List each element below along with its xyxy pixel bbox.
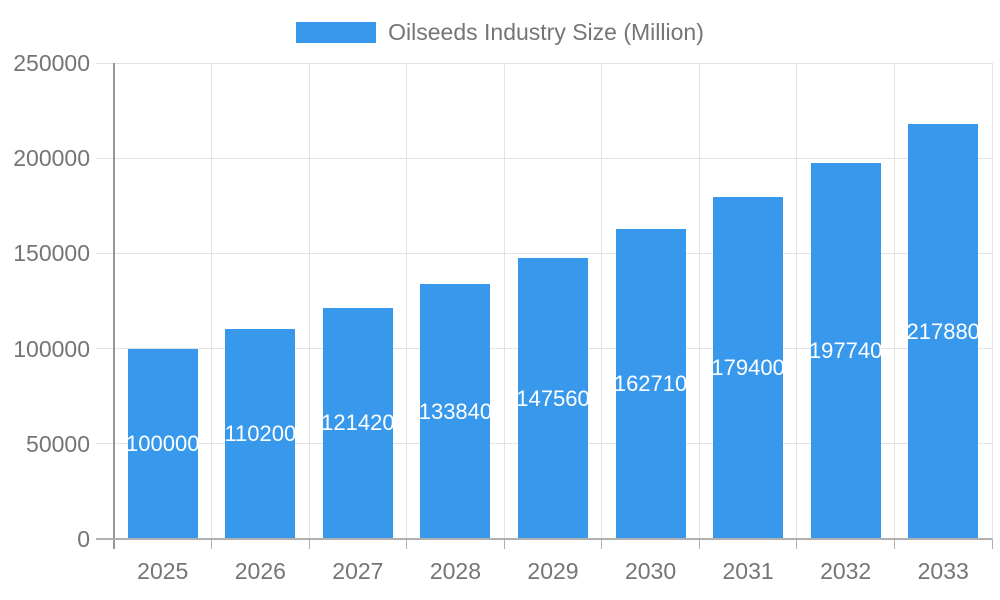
legend-label: Oilseeds Industry Size (Million) <box>388 19 704 45</box>
x-tick-mark <box>601 539 603 549</box>
x-axis-tick-label: 2027 <box>332 558 384 584</box>
x-gridline <box>503 63 505 539</box>
x-axis-tick-label: 2028 <box>429 558 482 584</box>
bar[interactable]: 162710 <box>615 229 686 539</box>
x-gridline <box>991 63 993 539</box>
bar-value-label: 100000 <box>127 430 198 456</box>
x-tick-mark <box>503 539 505 549</box>
bar-value-label: 121420 <box>322 410 393 436</box>
bar-value-label: 110200 <box>225 421 296 447</box>
bar-value-label: 147560 <box>518 385 588 411</box>
legend-color-swatch <box>296 22 377 43</box>
bar-value-label: 179400 <box>713 355 784 381</box>
x-tick-mark <box>308 539 310 549</box>
y-tick-mark <box>96 62 114 64</box>
bar-value-label: 217880 <box>908 318 979 344</box>
bar[interactable]: 100000 <box>127 348 198 539</box>
x-axis-tick-label: 2029 <box>527 558 579 584</box>
x-gridline <box>406 63 408 539</box>
x-axis-tick-label: 2025 <box>137 558 189 584</box>
y-tick-mark <box>96 157 114 159</box>
y-axis-tick-label: 0 <box>77 526 90 552</box>
x-axis-tick-label: 2031 <box>722 558 774 584</box>
x-gridline <box>698 63 700 539</box>
y-axis-tick-label: 150000 <box>13 240 90 267</box>
x-tick-mark <box>893 539 895 549</box>
y-tick-mark <box>96 348 114 350</box>
y-tick-mark <box>96 252 114 254</box>
bar[interactable]: 121420 <box>322 307 393 539</box>
y-axis-tick-label: 250000 <box>13 50 90 76</box>
x-tick-mark <box>698 539 700 549</box>
bar[interactable]: 133840 <box>420 284 491 539</box>
x-tick-mark <box>211 539 213 549</box>
y-axis-tick-label: 200000 <box>13 145 90 172</box>
x-tick-mark <box>796 539 798 549</box>
x-gridline <box>211 63 213 539</box>
x-gridline <box>601 63 603 539</box>
y-tick-mark <box>96 443 114 445</box>
bar[interactable]: 179400 <box>713 197 784 539</box>
x-gridline <box>796 63 798 539</box>
y-axis-tick-label: 100000 <box>13 335 90 362</box>
legend[interactable]: Oilseeds Industry Size (Million) <box>0 20 1000 45</box>
bar-value-label: 197740 <box>810 337 881 363</box>
bar-value-label: 162710 <box>615 371 686 397</box>
y-gridline <box>114 157 992 159</box>
x-axis-tick-label: 2032 <box>820 558 872 584</box>
y-axis-tick-label: 50000 <box>26 430 90 457</box>
bar[interactable]: 217880 <box>908 124 979 539</box>
bar-value-label: 133840 <box>420 398 491 424</box>
y-axis-line <box>113 63 115 549</box>
x-axis-tick-label: 2030 <box>624 558 677 584</box>
x-axis-tick-label: 2026 <box>234 558 286 584</box>
x-gridline <box>308 63 310 539</box>
bar[interactable]: 197740 <box>810 162 881 539</box>
x-tick-mark <box>406 539 408 549</box>
bar[interactable]: 147560 <box>518 258 588 539</box>
bar[interactable]: 110200 <box>225 329 296 539</box>
x-gridline <box>893 63 895 539</box>
y-gridline <box>114 62 992 64</box>
x-axis-line <box>96 538 992 540</box>
y-gridline <box>114 252 992 254</box>
plot-area: 100000 110200 121420 133840 147560 162710 1794… <box>114 62 993 539</box>
x-tick-mark <box>991 539 993 549</box>
x-axis-tick-label: 2033 <box>917 558 969 584</box>
